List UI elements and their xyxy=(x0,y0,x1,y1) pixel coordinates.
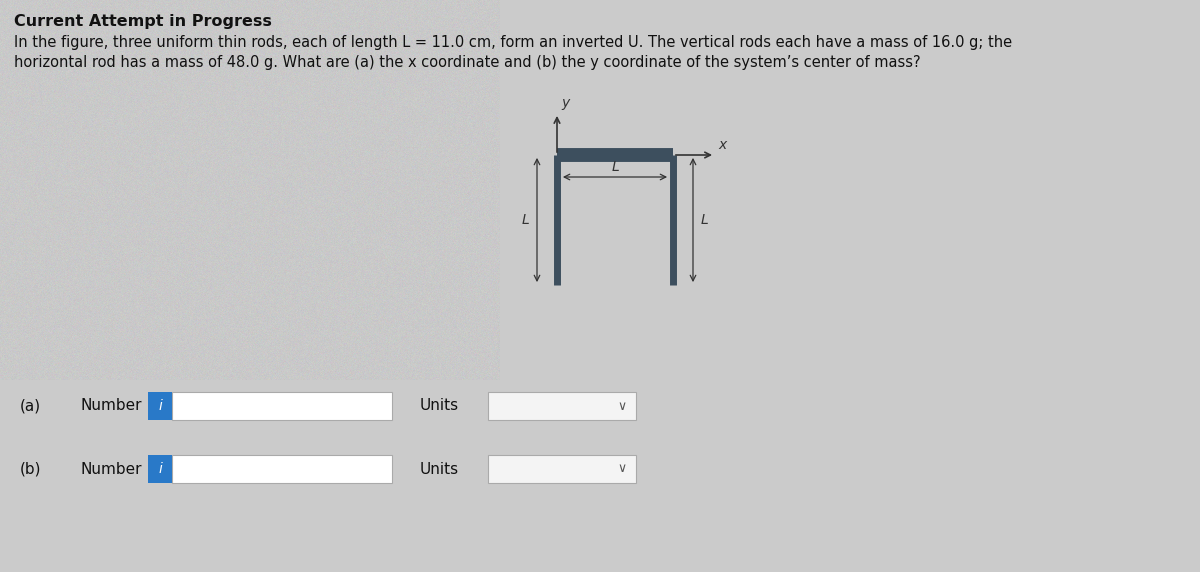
FancyBboxPatch shape xyxy=(172,455,392,483)
Text: In the figure, three uniform thin rods, each of length L = 11.0 cm, form an inve: In the figure, three uniform thin rods, … xyxy=(14,35,1012,50)
Text: L: L xyxy=(521,213,529,227)
Text: ∨: ∨ xyxy=(618,463,626,475)
Text: y: y xyxy=(562,96,569,110)
FancyBboxPatch shape xyxy=(148,392,172,420)
Text: x: x xyxy=(718,138,726,152)
Text: horizontal rod has a mass of 48.0 g. What are (a) the x coordinate and (b) the y: horizontal rod has a mass of 48.0 g. Wha… xyxy=(14,55,920,70)
Text: L: L xyxy=(611,160,619,174)
Text: ∨: ∨ xyxy=(618,399,626,412)
FancyBboxPatch shape xyxy=(488,455,636,483)
Text: Units: Units xyxy=(420,399,460,414)
Text: (b): (b) xyxy=(20,462,42,476)
FancyBboxPatch shape xyxy=(488,392,636,420)
FancyBboxPatch shape xyxy=(148,455,172,483)
Text: Current Attempt in Progress: Current Attempt in Progress xyxy=(14,14,272,29)
Text: i: i xyxy=(158,399,162,413)
Text: (a): (a) xyxy=(20,399,41,414)
Text: i: i xyxy=(158,462,162,476)
Text: Units: Units xyxy=(420,462,460,476)
FancyBboxPatch shape xyxy=(172,392,392,420)
Text: Number: Number xyxy=(80,462,142,476)
Text: L: L xyxy=(701,213,709,227)
Text: Number: Number xyxy=(80,399,142,414)
